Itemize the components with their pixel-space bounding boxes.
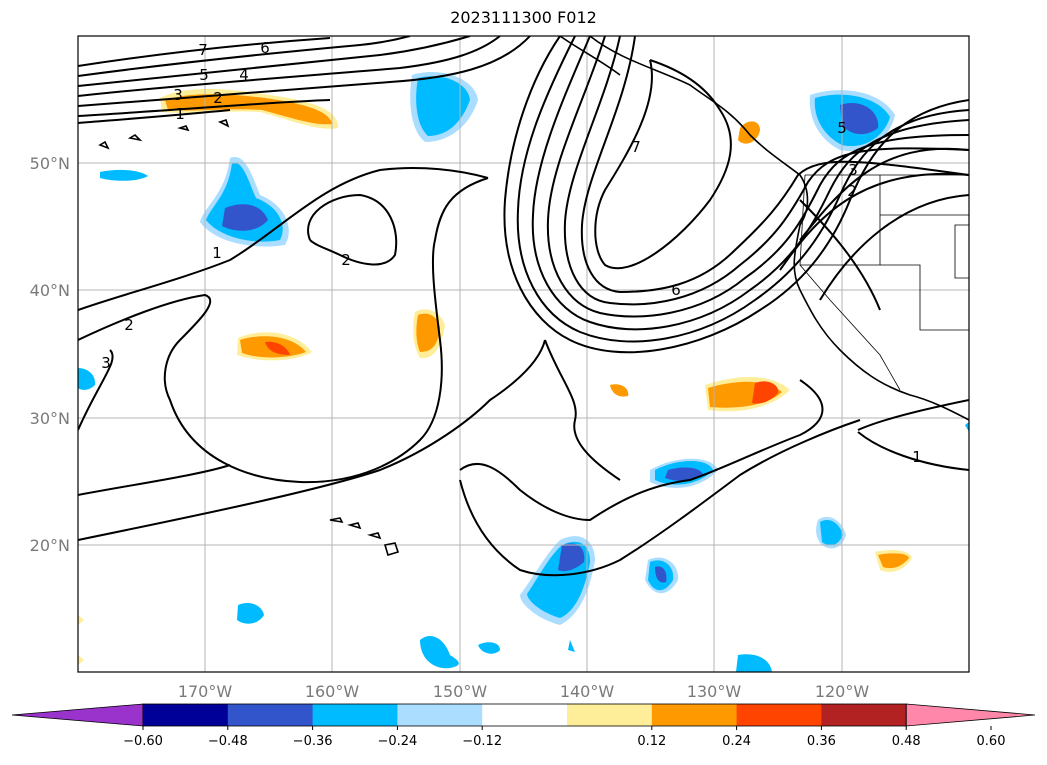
state-borders bbox=[799, 174, 969, 391]
lon-label: 120°W bbox=[815, 682, 870, 701]
contour-labels: 7 6 5 4 3 2 1 1 2 2 3 7 6 5 3 2 1 bbox=[101, 39, 922, 466]
contour-label: 2 bbox=[847, 182, 857, 200]
colorbar-extend-low bbox=[11, 703, 144, 727]
colorbar-segment bbox=[821, 704, 907, 726]
colorbar-tick-label: 0.48 bbox=[892, 734, 921, 749]
graticule bbox=[78, 36, 969, 672]
contour-label: 2 bbox=[124, 316, 134, 334]
colorbar-tick-label: −0.60 bbox=[123, 734, 163, 749]
contour-label: 3 bbox=[848, 161, 858, 179]
map-title: 2023111300 F012 bbox=[450, 8, 597, 27]
colorbar-segment bbox=[312, 704, 398, 726]
colorbar-tick-label: −0.36 bbox=[293, 734, 333, 749]
contour-label: 6 bbox=[260, 39, 270, 57]
lat-label: 40°N bbox=[30, 281, 70, 300]
contour-label: 3 bbox=[173, 86, 183, 104]
lat-label: 20°N bbox=[30, 536, 70, 555]
colorbar-ticks: −0.60 −0.48 −0.36 −0.24 −0.12 0.12 0.24 0.36 0.4… bbox=[123, 726, 1005, 749]
colorbar-segment bbox=[143, 704, 229, 726]
contour-label: 5 bbox=[199, 66, 209, 84]
contour-label: 4 bbox=[239, 66, 249, 84]
colorbar-segment bbox=[482, 704, 568, 726]
lon-label: 150°W bbox=[433, 682, 488, 701]
contour-label: 2 bbox=[341, 251, 351, 269]
lon-label: 170°W bbox=[178, 682, 233, 701]
lon-label: 160°W bbox=[305, 682, 360, 701]
colorbar-tick-label: 0.24 bbox=[722, 734, 751, 749]
latitude-labels: 50°N 40°N 30°N 20°N bbox=[30, 154, 70, 555]
contour-label: 1 bbox=[912, 448, 922, 466]
colorbar-tick-label: 0.12 bbox=[637, 734, 666, 749]
contour-label: 3 bbox=[101, 354, 111, 372]
colorbar-segments bbox=[11, 703, 1036, 727]
colorbar-segment bbox=[227, 704, 314, 726]
colorbar-extend-high bbox=[905, 703, 1036, 727]
lat-label: 30°N bbox=[30, 409, 70, 428]
contour-label: 1 bbox=[175, 105, 185, 123]
contour-label: 2 bbox=[213, 89, 223, 107]
lat-label: 50°N bbox=[30, 154, 70, 173]
height-contours bbox=[78, 36, 969, 577]
colorbar-tick-label: −0.48 bbox=[208, 734, 248, 749]
colorbar-tick-label: −0.24 bbox=[377, 734, 417, 749]
colorbar-segment bbox=[651, 704, 738, 726]
colorbar-tick-label: 0.60 bbox=[977, 734, 1006, 749]
colorbar-tick-label: 0.36 bbox=[807, 734, 836, 749]
map-frame bbox=[77, 35, 970, 673]
contour-label: 7 bbox=[198, 41, 208, 59]
lon-label: 140°W bbox=[560, 682, 615, 701]
colorbar-segment bbox=[567, 704, 653, 726]
colorbar-tick-label: −0.12 bbox=[462, 734, 502, 749]
contour-label: 5 bbox=[837, 119, 847, 137]
colorbar-segment bbox=[397, 704, 483, 726]
colorbar: −0.60 −0.48 −0.36 −0.24 −0.12 0.12 0.24 0.36 0.4… bbox=[11, 703, 1036, 749]
longitude-labels: 170°W 160°W 150°W 140°W 130°W 120°W bbox=[178, 682, 870, 701]
lon-label: 130°W bbox=[687, 682, 742, 701]
contour-label: 1 bbox=[212, 244, 222, 262]
contour-label: 6 bbox=[671, 281, 681, 299]
contour-label: 7 bbox=[631, 138, 641, 156]
colorbar-segment bbox=[736, 704, 822, 726]
coastlines bbox=[98, 36, 969, 556]
map-background bbox=[78, 36, 969, 672]
colorbar-outline bbox=[142, 703, 907, 727]
